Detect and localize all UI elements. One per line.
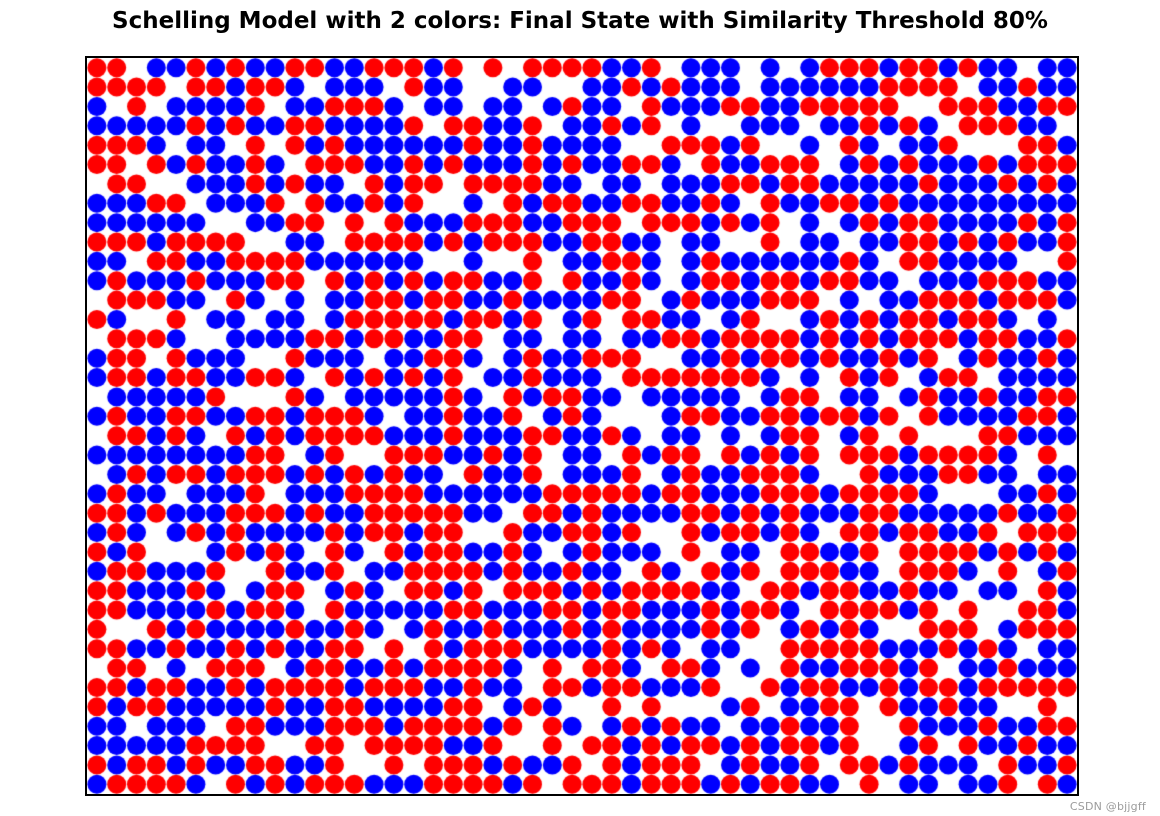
plot-area [85, 56, 1079, 796]
chart-title: Schelling Model with 2 colors: Final Sta… [112, 8, 1048, 34]
schelling-scatter-canvas [87, 58, 1077, 794]
watermark: CSDN @bjjgff [1069, 800, 1146, 813]
